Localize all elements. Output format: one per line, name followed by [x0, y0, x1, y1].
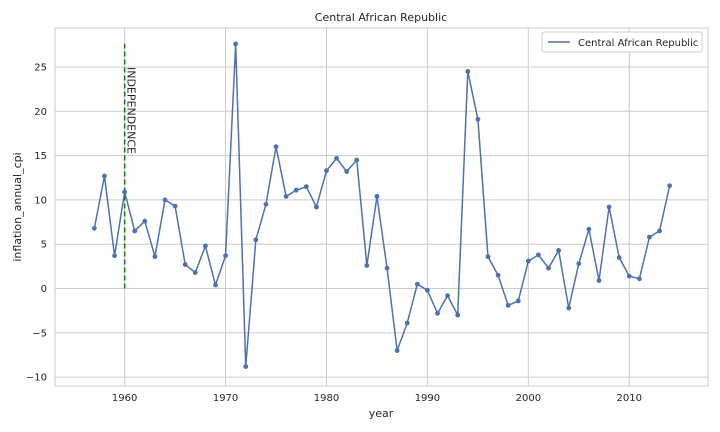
data-point: [253, 237, 259, 243]
data-point: [192, 270, 198, 275]
data-point: [122, 189, 128, 195]
data-point: [334, 155, 339, 161]
data-point: [293, 187, 299, 193]
data-point: [364, 263, 370, 268]
series-points: [91, 41, 673, 369]
legend-entry-label: Central African Republic: [578, 38, 698, 49]
y-tick-label: 5: [41, 240, 47, 251]
data-point: [162, 197, 168, 203]
chart-title: Central African Republic: [315, 11, 447, 24]
y-tick-label: 10: [34, 195, 47, 206]
data-point: [263, 201, 269, 207]
y-tick-labels: −10 −5 0 5 10 15 20 25: [26, 62, 47, 383]
data-point: [546, 265, 551, 271]
y-axis-label: inflation_annual_cpi: [11, 152, 24, 261]
data-point: [354, 157, 360, 163]
data-point: [142, 218, 148, 224]
data-point: [384, 265, 390, 271]
y-tick-label: 25: [34, 62, 47, 73]
data-point: [485, 254, 491, 260]
data-point: [404, 320, 410, 326]
data-point: [374, 193, 380, 199]
data-point: [132, 228, 138, 234]
y-tick-label: 15: [34, 151, 47, 162]
data-point: [596, 278, 602, 283]
data-point: [616, 255, 622, 260]
data-point: [172, 203, 178, 209]
data-point: [344, 169, 350, 174]
x-tick-label: 2000: [516, 393, 541, 404]
data-point: [112, 253, 117, 259]
data-point: [525, 258, 531, 264]
series-line: [93, 43, 671, 367]
data-point: [505, 302, 511, 308]
legend: Central African Republic: [541, 31, 703, 53]
data-point: [445, 293, 451, 299]
x-axis-label: year: [369, 407, 394, 420]
data-point: [425, 287, 430, 293]
data-point: [213, 282, 218, 288]
x-tick-label: 1970: [213, 393, 238, 404]
data-point: [223, 253, 228, 259]
data-point: [455, 312, 461, 318]
data-point: [152, 254, 158, 260]
legend-box: [541, 31, 703, 53]
data-point: [394, 348, 400, 353]
data-point: [626, 273, 632, 279]
data-point: [435, 310, 440, 316]
x-tick-label: 1980: [314, 393, 339, 404]
data-point: [314, 204, 319, 210]
data-point: [515, 298, 521, 304]
y-gridlines: [55, 66, 708, 378]
data-point: [243, 364, 249, 369]
x-tick-labels: 1960 1970 1980 1990 2000 2010: [112, 393, 642, 404]
data-point: [556, 248, 562, 253]
data-point: [636, 276, 642, 282]
y-tick-label: −5: [32, 328, 47, 339]
data-point: [414, 281, 420, 287]
data-point: [586, 226, 592, 232]
data-point: [667, 183, 673, 189]
data-point: [324, 168, 329, 174]
data-point: [647, 234, 652, 240]
data-point: [566, 305, 572, 311]
data-point: [283, 193, 289, 199]
independence-label: INDEPENDENCE: [125, 67, 138, 154]
data-point: [536, 252, 541, 258]
x-tick-label: 1960: [112, 393, 137, 404]
data-point: [475, 116, 481, 122]
independence-annotation: INDEPENDENCE: [123, 43, 138, 289]
data-point: [303, 184, 309, 190]
y-tick-label: 0: [41, 284, 47, 295]
data-point: [202, 243, 208, 249]
x-tick-label: 2010: [617, 393, 642, 404]
data-point: [576, 261, 582, 267]
data-point: [465, 69, 471, 74]
y-tick-label: 20: [34, 107, 47, 118]
data-point: [182, 262, 188, 267]
x-tick-label: 1990: [415, 393, 440, 404]
data-point: [495, 272, 501, 278]
data-point: [233, 41, 239, 47]
y-tick-label: −10: [26, 373, 47, 384]
data-point: [273, 144, 279, 150]
data-point: [102, 173, 107, 179]
data-point: [606, 204, 612, 210]
data-point: [657, 228, 662, 234]
data-point: [91, 225, 97, 231]
